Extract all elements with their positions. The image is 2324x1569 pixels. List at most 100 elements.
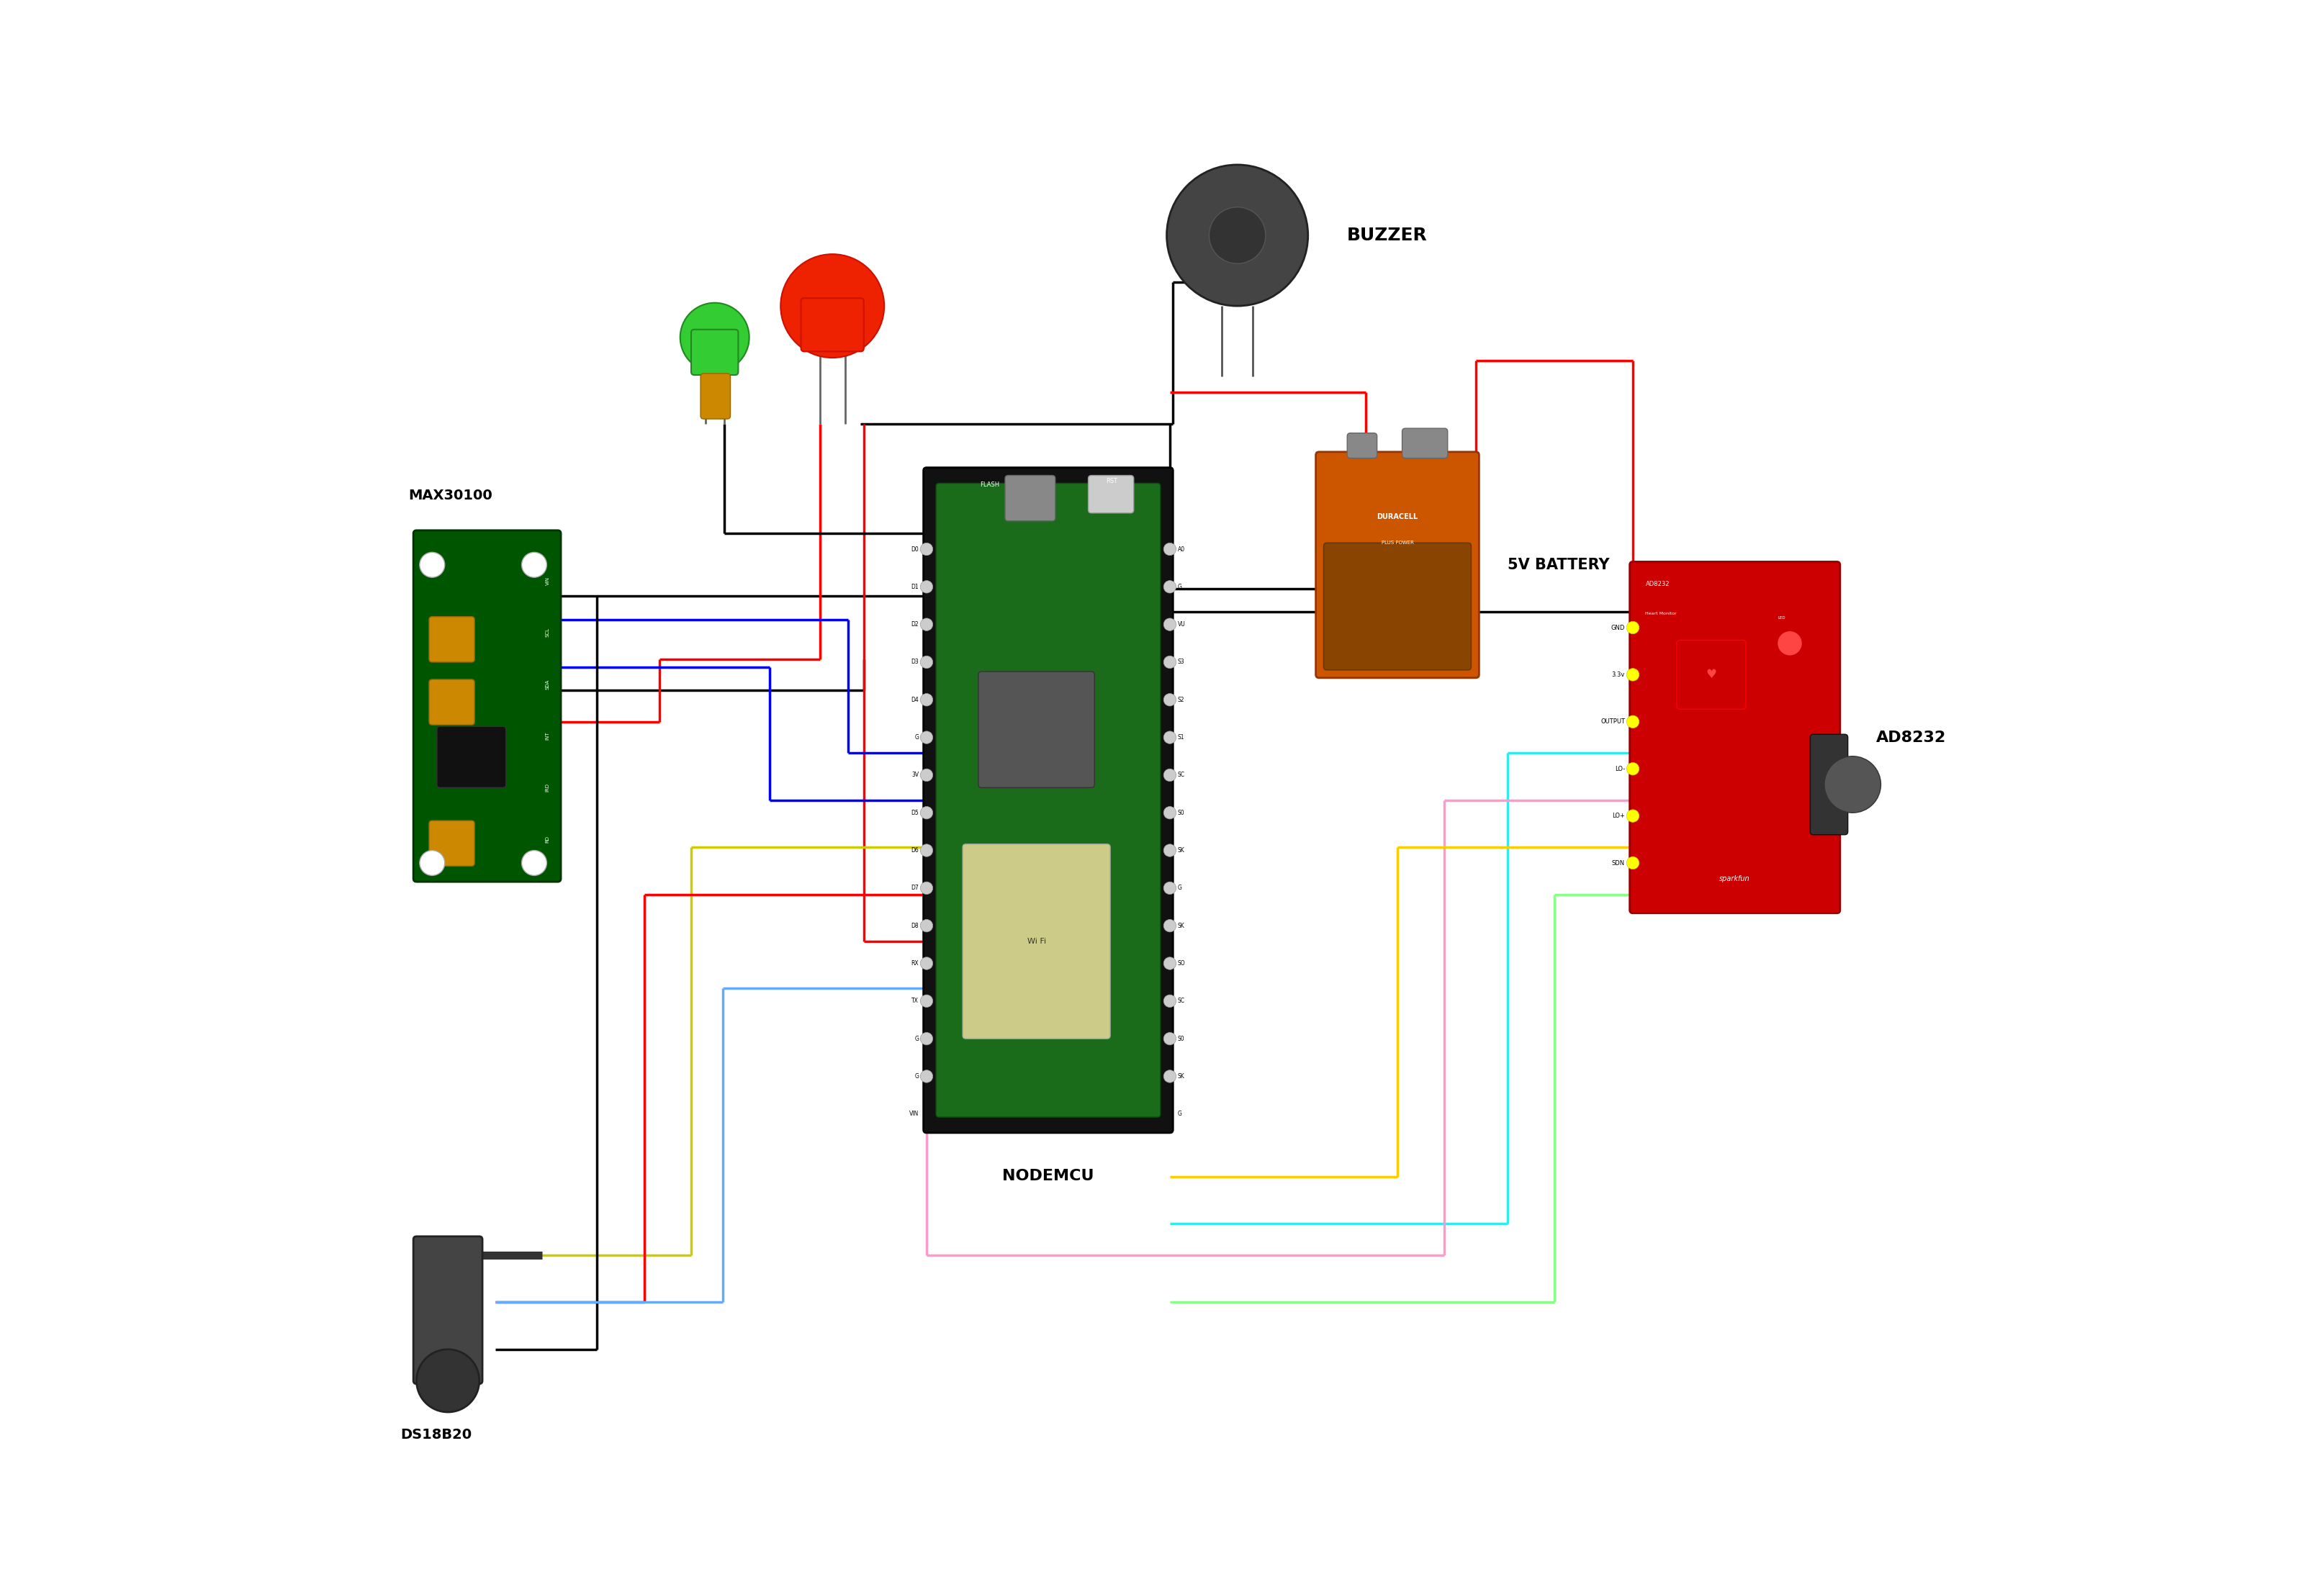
Text: SK: SK	[1178, 923, 1185, 929]
Text: D2: D2	[911, 621, 918, 628]
Text: VIN: VIN	[909, 1111, 918, 1117]
Circle shape	[1164, 1070, 1176, 1083]
Circle shape	[920, 1032, 932, 1045]
Circle shape	[1164, 806, 1176, 819]
Circle shape	[920, 995, 932, 1007]
Text: sparkfun: sparkfun	[1720, 876, 1750, 882]
Text: A0: A0	[1178, 546, 1185, 552]
Text: TX: TX	[911, 998, 918, 1004]
FancyBboxPatch shape	[1348, 433, 1378, 458]
Text: Heart Monitor: Heart Monitor	[1645, 612, 1678, 615]
FancyBboxPatch shape	[1629, 562, 1841, 913]
Circle shape	[1164, 543, 1176, 555]
Circle shape	[1778, 631, 1803, 656]
Text: D6: D6	[911, 847, 918, 854]
Text: D3: D3	[911, 659, 918, 665]
Circle shape	[781, 254, 883, 358]
FancyBboxPatch shape	[802, 298, 865, 351]
Circle shape	[920, 693, 932, 706]
FancyBboxPatch shape	[414, 530, 560, 882]
Text: S2: S2	[1178, 697, 1185, 703]
FancyBboxPatch shape	[414, 1236, 483, 1384]
FancyBboxPatch shape	[437, 726, 507, 788]
Circle shape	[421, 850, 444, 876]
Circle shape	[1627, 715, 1638, 728]
Text: RX: RX	[911, 960, 918, 967]
Circle shape	[681, 303, 748, 372]
FancyBboxPatch shape	[923, 468, 1174, 1133]
Text: SDA: SDA	[546, 679, 551, 689]
Text: OUTPUT: OUTPUT	[1601, 719, 1624, 725]
Text: DS18B20: DS18B20	[400, 1428, 472, 1442]
Circle shape	[1824, 756, 1880, 813]
Circle shape	[521, 552, 546, 577]
Circle shape	[1164, 919, 1176, 932]
FancyBboxPatch shape	[978, 672, 1095, 788]
Text: AD8232: AD8232	[1875, 730, 1945, 745]
Text: 3V: 3V	[911, 772, 918, 778]
Text: S0: S0	[1178, 810, 1185, 816]
Text: S3: S3	[1178, 659, 1185, 665]
Circle shape	[1627, 810, 1638, 822]
Circle shape	[920, 1070, 932, 1083]
Text: G: G	[916, 1073, 918, 1079]
Text: D1: D1	[911, 584, 918, 590]
Text: SO: SO	[1178, 960, 1185, 967]
Text: G: G	[916, 1036, 918, 1042]
Circle shape	[920, 543, 932, 555]
Text: S0: S0	[1178, 1036, 1185, 1042]
Circle shape	[920, 919, 932, 932]
FancyBboxPatch shape	[962, 844, 1111, 1039]
FancyBboxPatch shape	[430, 679, 474, 725]
FancyBboxPatch shape	[1678, 640, 1745, 709]
FancyBboxPatch shape	[1315, 452, 1478, 678]
Circle shape	[1164, 581, 1176, 593]
Circle shape	[1164, 731, 1176, 744]
Text: IRD: IRD	[546, 783, 551, 792]
Text: G: G	[916, 734, 918, 741]
Circle shape	[1164, 882, 1176, 894]
FancyBboxPatch shape	[937, 483, 1160, 1117]
FancyBboxPatch shape	[1088, 475, 1134, 513]
Text: VIN: VIN	[546, 576, 551, 585]
Circle shape	[1167, 165, 1308, 306]
Circle shape	[920, 844, 932, 857]
Text: LO+: LO+	[1613, 813, 1624, 819]
Text: D5: D5	[911, 810, 918, 816]
Circle shape	[1627, 857, 1638, 869]
Circle shape	[416, 1349, 479, 1412]
Circle shape	[1164, 769, 1176, 781]
Text: RD: RD	[546, 836, 551, 843]
Circle shape	[1208, 207, 1267, 264]
Text: RST: RST	[1106, 479, 1118, 485]
Text: LED: LED	[1778, 617, 1785, 620]
Circle shape	[1164, 957, 1176, 970]
FancyBboxPatch shape	[690, 329, 739, 375]
Circle shape	[920, 731, 932, 744]
Text: VU: VU	[1178, 621, 1185, 628]
Circle shape	[920, 656, 932, 668]
Circle shape	[920, 581, 932, 593]
Text: MAX30100: MAX30100	[409, 488, 493, 502]
FancyBboxPatch shape	[430, 617, 474, 662]
Text: SC: SC	[1178, 998, 1185, 1004]
Text: NODEMCU: NODEMCU	[1002, 1169, 1095, 1183]
FancyBboxPatch shape	[430, 821, 474, 866]
Circle shape	[920, 806, 932, 819]
Text: BUZZER: BUZZER	[1348, 226, 1427, 245]
Text: ♥: ♥	[1706, 668, 1717, 681]
Text: D8: D8	[911, 923, 918, 929]
Circle shape	[1627, 763, 1638, 775]
Circle shape	[920, 769, 932, 781]
Circle shape	[1164, 844, 1176, 857]
FancyBboxPatch shape	[1401, 428, 1448, 458]
Text: G: G	[1178, 1111, 1183, 1117]
Circle shape	[1164, 995, 1176, 1007]
Text: GND: GND	[1611, 624, 1624, 631]
Text: D7: D7	[911, 885, 918, 891]
Text: INT: INT	[546, 731, 551, 741]
Text: DURACELL: DURACELL	[1376, 513, 1418, 519]
Circle shape	[421, 552, 444, 577]
Text: AD8232: AD8232	[1645, 581, 1669, 587]
Text: Wi Fi: Wi Fi	[1027, 938, 1046, 945]
